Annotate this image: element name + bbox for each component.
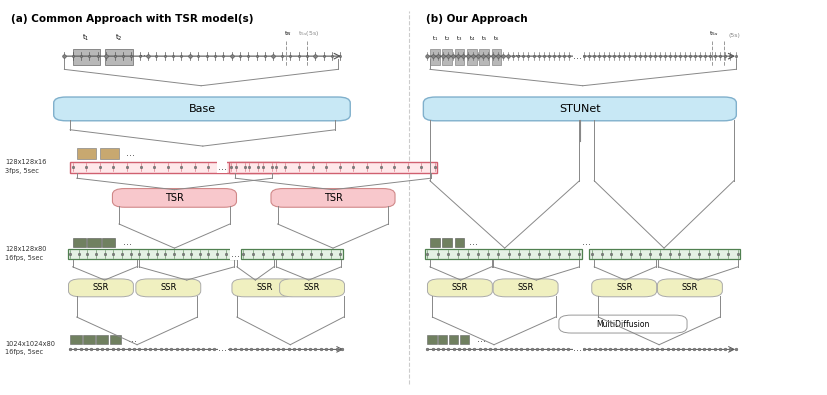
Text: (a) Common Approach with TSR model(s): (a) Common Approach with TSR model(s) <box>11 15 254 24</box>
Text: ...: ... <box>218 343 227 353</box>
FancyBboxPatch shape <box>136 279 201 297</box>
Text: SSR: SSR <box>256 283 273 292</box>
FancyBboxPatch shape <box>68 248 237 260</box>
Text: ...: ... <box>573 343 582 353</box>
Text: t$_5$: t$_5$ <box>481 34 487 43</box>
FancyBboxPatch shape <box>428 335 437 344</box>
FancyBboxPatch shape <box>112 188 237 207</box>
Text: ...: ... <box>469 237 478 247</box>
Text: t$_6$: t$_6$ <box>494 34 500 43</box>
Text: (5s): (5s) <box>728 33 740 38</box>
Text: 16fps, 5sec: 16fps, 5sec <box>5 350 43 356</box>
Text: ...: ... <box>477 334 486 344</box>
Text: TSR: TSR <box>165 193 184 203</box>
FancyBboxPatch shape <box>232 279 297 297</box>
Text: ...: ... <box>128 334 137 344</box>
FancyBboxPatch shape <box>438 335 447 344</box>
FancyBboxPatch shape <box>73 49 100 65</box>
Text: ...: ... <box>573 51 582 61</box>
Text: TSR: TSR <box>323 193 342 203</box>
Text: ...: ... <box>140 49 149 58</box>
Text: ...: ... <box>512 49 521 58</box>
FancyBboxPatch shape <box>430 239 440 247</box>
FancyBboxPatch shape <box>70 335 82 344</box>
Text: SSR: SSR <box>681 283 698 292</box>
FancyBboxPatch shape <box>100 148 119 159</box>
FancyBboxPatch shape <box>88 239 101 247</box>
FancyBboxPatch shape <box>449 335 458 344</box>
FancyBboxPatch shape <box>442 239 452 247</box>
Text: t$_1$: t$_1$ <box>432 34 438 43</box>
Text: t$_N$: t$_N$ <box>284 29 292 38</box>
FancyBboxPatch shape <box>69 279 133 297</box>
FancyBboxPatch shape <box>559 315 687 333</box>
FancyBboxPatch shape <box>657 279 722 297</box>
Text: ...: ... <box>231 249 240 259</box>
Text: 16fps, 5sec: 16fps, 5sec <box>5 255 43 261</box>
Text: ...: ... <box>126 149 135 158</box>
Text: t$_{5s}$: t$_{5s}$ <box>709 29 718 38</box>
FancyBboxPatch shape <box>467 49 476 65</box>
FancyBboxPatch shape <box>590 248 740 260</box>
Text: 1024x1024x80: 1024x1024x80 <box>5 341 55 347</box>
Text: MultiDiffusion: MultiDiffusion <box>596 320 650 329</box>
FancyBboxPatch shape <box>84 335 95 344</box>
FancyBboxPatch shape <box>425 248 582 260</box>
FancyBboxPatch shape <box>455 239 465 247</box>
Text: ...: ... <box>123 237 132 247</box>
Text: 3fps, 5sec: 3fps, 5sec <box>5 168 39 174</box>
Text: 128x128x80: 128x128x80 <box>5 246 47 252</box>
FancyBboxPatch shape <box>442 49 452 65</box>
FancyBboxPatch shape <box>271 188 395 207</box>
Text: SSR: SSR <box>616 283 633 292</box>
FancyBboxPatch shape <box>106 49 132 65</box>
FancyBboxPatch shape <box>430 49 440 65</box>
Text: Base: Base <box>189 104 216 114</box>
Text: SSR: SSR <box>304 283 320 292</box>
FancyBboxPatch shape <box>491 49 501 65</box>
FancyBboxPatch shape <box>229 162 437 173</box>
FancyBboxPatch shape <box>455 49 465 65</box>
FancyBboxPatch shape <box>77 148 97 159</box>
FancyBboxPatch shape <box>54 97 351 121</box>
Text: SSR: SSR <box>518 283 533 292</box>
FancyBboxPatch shape <box>73 239 86 247</box>
FancyBboxPatch shape <box>103 239 115 247</box>
FancyBboxPatch shape <box>493 279 558 297</box>
FancyBboxPatch shape <box>428 279 492 297</box>
Text: t$_{5s}$(5s): t$_{5s}$(5s) <box>298 29 319 38</box>
Text: SSR: SSR <box>452 283 468 292</box>
Text: t$_2$: t$_2$ <box>444 34 450 43</box>
Text: SSR: SSR <box>160 283 176 292</box>
FancyBboxPatch shape <box>460 335 469 344</box>
Text: t$_3$: t$_3$ <box>457 34 462 43</box>
Text: (b) Our Approach: (b) Our Approach <box>426 15 528 24</box>
FancyBboxPatch shape <box>479 49 489 65</box>
FancyBboxPatch shape <box>280 279 345 297</box>
FancyBboxPatch shape <box>592 279 657 297</box>
Text: STUNet: STUNet <box>559 104 600 114</box>
Text: t$_4$: t$_4$ <box>469 34 475 43</box>
FancyBboxPatch shape <box>97 335 108 344</box>
Text: t$_1$: t$_1$ <box>83 32 90 43</box>
Text: SSR: SSR <box>93 283 109 292</box>
FancyBboxPatch shape <box>241 248 343 260</box>
FancyBboxPatch shape <box>109 335 121 344</box>
Text: ...: ... <box>581 237 590 247</box>
Text: t$_2$: t$_2$ <box>115 32 122 43</box>
Text: ...: ... <box>218 162 227 172</box>
FancyBboxPatch shape <box>70 162 279 173</box>
FancyBboxPatch shape <box>423 97 736 121</box>
Text: 128x128x16: 128x128x16 <box>5 160 46 166</box>
